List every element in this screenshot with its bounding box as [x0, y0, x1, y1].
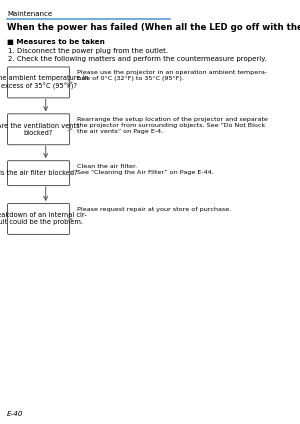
Text: Are the ventilation vents
blocked?: Are the ventilation vents blocked? — [0, 123, 80, 136]
FancyBboxPatch shape — [8, 67, 70, 98]
Text: Is the air filter blocked?: Is the air filter blocked? — [0, 170, 78, 176]
Text: When the power has failed (When all the LED go off with the power ON): When the power has failed (When all the … — [7, 22, 300, 32]
Text: Maintenance: Maintenance — [7, 11, 52, 17]
Text: Rearrange the setup location of the projector and separate
the projector from su: Rearrange the setup location of the proj… — [77, 117, 268, 134]
Text: Please use the projector in an operation ambient tempera-
ture of 0°C (32°F) to : Please use the projector in an operation… — [77, 70, 267, 81]
FancyBboxPatch shape — [8, 204, 70, 234]
Text: ■ Measures to be taken: ■ Measures to be taken — [7, 39, 105, 45]
Text: Clean the air filter.
See “Cleaning the Air Filter” on Page E-44.: Clean the air filter. See “Cleaning the … — [77, 164, 214, 175]
Text: 2. Check the following matters and perform the countermeasure properly.: 2. Check the following matters and perfo… — [8, 56, 267, 61]
Text: Please request repair at your store of purchase.: Please request repair at your store of p… — [77, 207, 232, 212]
Text: Is the ambient temperature in
excess of 35°C (95°F)?: Is the ambient temperature in excess of … — [0, 75, 89, 89]
FancyBboxPatch shape — [8, 161, 70, 186]
FancyBboxPatch shape — [8, 114, 70, 145]
Text: Breakdown of an internal cir-
cuit could be the problem.: Breakdown of an internal cir- cuit could… — [0, 212, 87, 226]
Text: E-40: E-40 — [7, 411, 24, 417]
Text: 1. Disconnect the power plug from the outlet.: 1. Disconnect the power plug from the ou… — [8, 47, 169, 53]
